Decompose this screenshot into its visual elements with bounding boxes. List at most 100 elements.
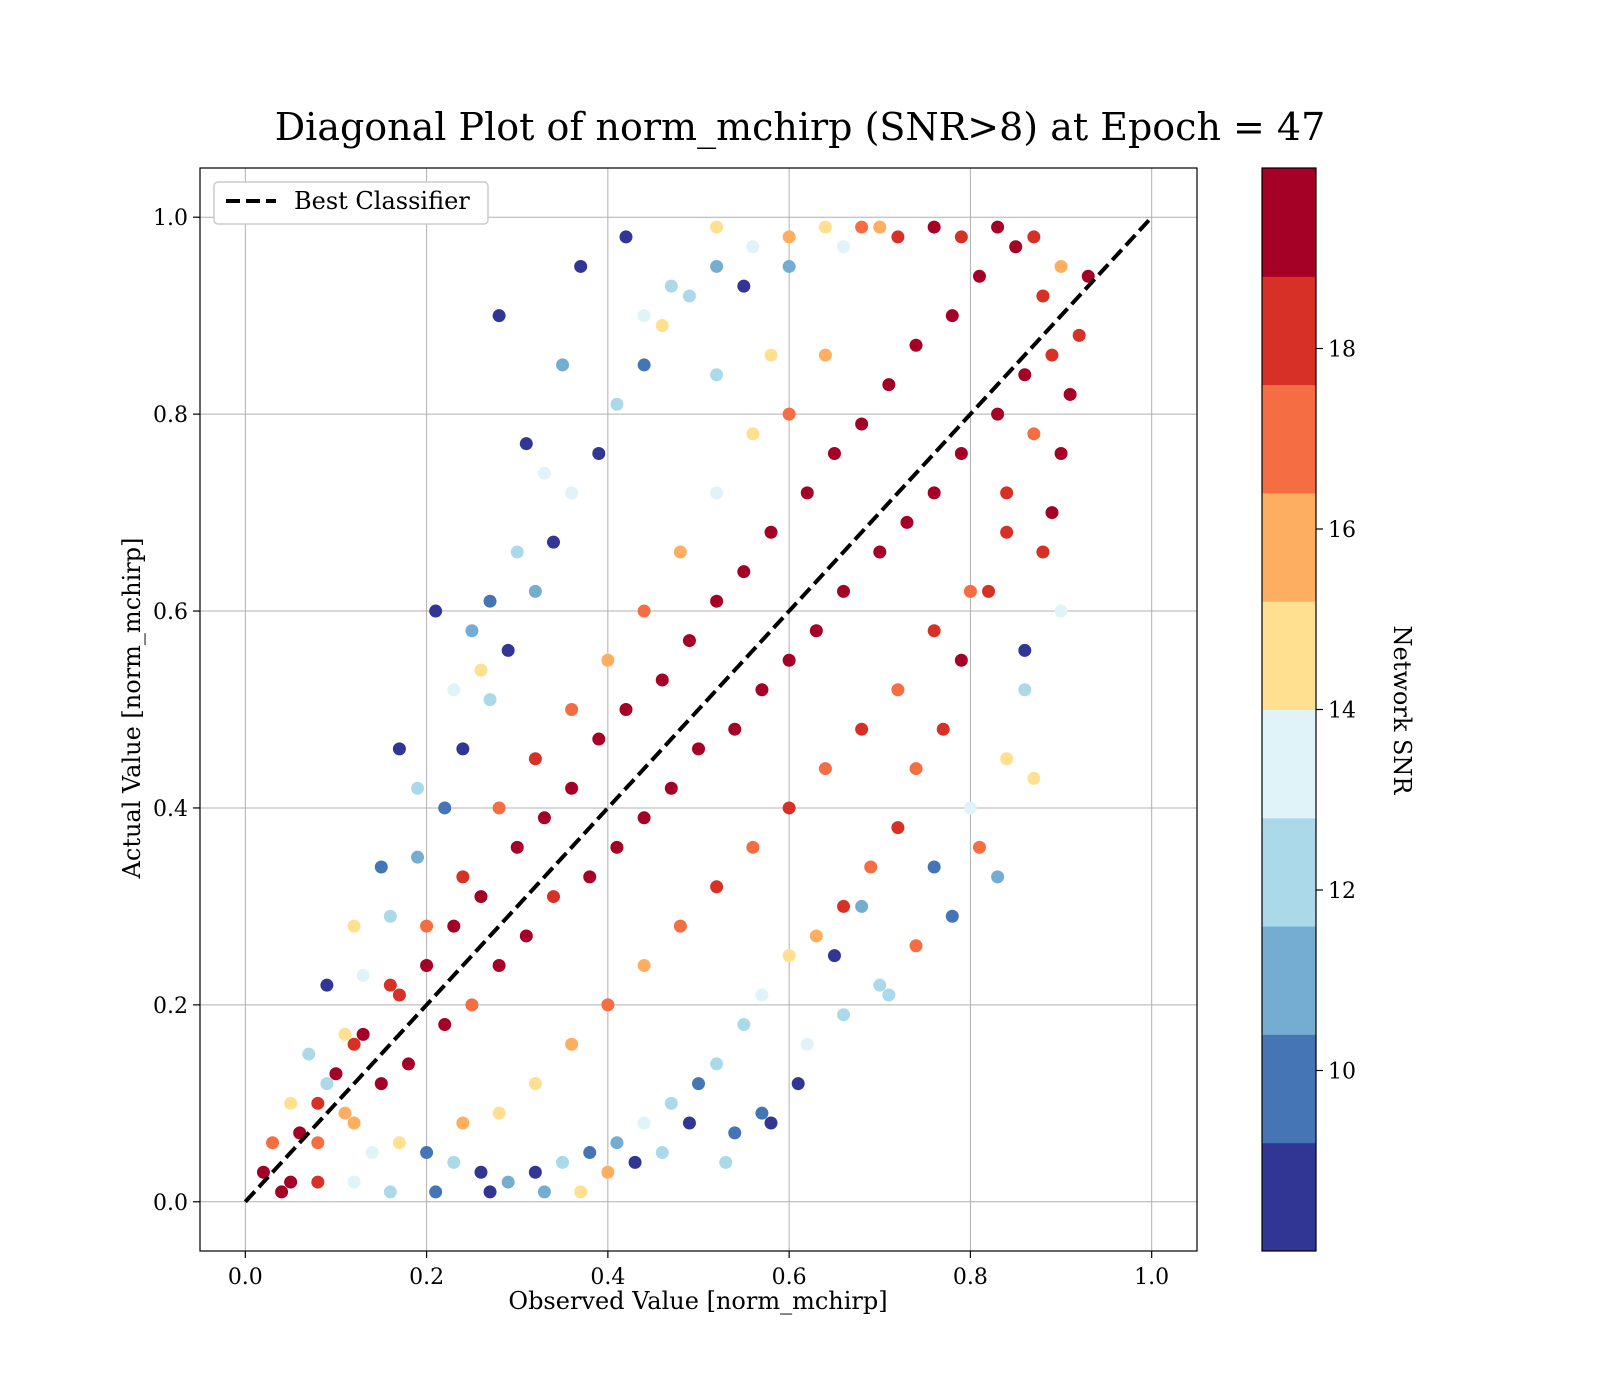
scatter-point	[692, 1077, 705, 1091]
x-axis-ticks: 0.0 0.2 0.4 0.6 0.8 1.0	[228, 1251, 1169, 1290]
scatter-point	[710, 486, 724, 500]
scatter-point	[873, 545, 887, 559]
scatter-point	[991, 220, 1005, 234]
x-tick-label: 0.6	[772, 1265, 807, 1290]
scatter-point	[782, 949, 796, 963]
scatter-point	[347, 919, 361, 933]
scatter-point	[528, 584, 542, 598]
x-tick-label: 0.8	[953, 1265, 988, 1290]
scatter-point	[465, 624, 479, 638]
scatter-point	[501, 643, 515, 657]
legend: Best Classifier	[213, 181, 489, 225]
scatter-point	[936, 722, 950, 736]
scatter-point	[356, 968, 370, 982]
scatter-point	[710, 220, 724, 234]
scatter-point	[447, 919, 461, 933]
scatter-point	[456, 742, 470, 756]
scatter-point	[655, 319, 669, 333]
scatter-point	[474, 663, 488, 677]
x-tick-label: 0.0	[228, 1265, 263, 1290]
scatter-point	[837, 240, 851, 254]
scatter-point	[682, 289, 696, 303]
scatter-point	[982, 584, 996, 598]
scatter-point	[764, 348, 778, 362]
scatter-point	[891, 683, 905, 697]
colorbar-tick-label: 10	[1328, 1060, 1356, 1085]
scatter-point	[420, 1146, 434, 1160]
scatter-point	[809, 929, 823, 943]
scatter-point	[275, 1185, 289, 1199]
scatter-point	[737, 1018, 751, 1032]
x-tick-label: 0.2	[409, 1265, 444, 1290]
grid-lines	[200, 168, 1197, 1251]
scatter-point	[411, 781, 425, 795]
scatter-point	[601, 653, 615, 667]
scatter-point	[474, 1165, 488, 1179]
scatter-point	[818, 762, 832, 776]
scatter-point	[565, 781, 579, 795]
colorbar-segment	[1262, 1142, 1316, 1252]
scatter-point	[746, 427, 760, 441]
scatter-point	[855, 220, 869, 234]
scatter-point	[991, 407, 1005, 421]
scatter-point	[1027, 230, 1041, 244]
scatter-point	[483, 594, 497, 608]
plot-area: 0.0 0.2 0.4 0.6 0.8 1.0 0.0 0.2 0.4 0.6 0.8 1.0	[153, 167, 1198, 1290]
scatter-point	[746, 840, 760, 854]
scatter-point	[284, 1175, 298, 1189]
scatter-point	[954, 653, 968, 667]
scatter-point	[782, 801, 796, 815]
scatter-point	[401, 1057, 415, 1071]
scatter-point	[537, 811, 551, 825]
y-tick-label: 0.0	[153, 1191, 188, 1216]
legend-label-best-classifier: Best Classifier	[294, 187, 470, 215]
scatter-point	[818, 348, 832, 362]
scatter-point	[891, 230, 905, 244]
scatter-point	[682, 1116, 696, 1130]
scatter-point	[528, 752, 542, 766]
scatter-point	[556, 358, 570, 372]
scatter-point	[764, 1116, 778, 1130]
scatter-point	[510, 545, 524, 559]
scatter-point	[619, 703, 633, 716]
scatter-point	[492, 309, 506, 323]
scatter-point	[447, 683, 461, 697]
y-tick-label: 0.6	[153, 600, 188, 625]
colorbar-segment	[1262, 601, 1316, 710]
y-tick-label: 0.8	[153, 403, 188, 428]
scatter-point	[311, 1175, 325, 1189]
scatter-point	[927, 220, 941, 234]
scatter-point	[483, 693, 497, 707]
colorbar-tick-label: 16	[1328, 518, 1356, 543]
scatter-point	[991, 870, 1005, 884]
scatter-point	[510, 840, 524, 854]
scatter-point	[438, 1018, 452, 1032]
scatter-point	[1036, 545, 1050, 559]
scatter-point	[565, 1037, 579, 1051]
scatter-point	[329, 1067, 343, 1081]
scatter-point	[873, 220, 887, 234]
scatter-point	[764, 525, 778, 539]
scatter-point	[755, 1106, 769, 1120]
scatter-point	[710, 368, 724, 382]
scatter-point	[909, 338, 923, 352]
colorbar-segment	[1262, 1034, 1316, 1144]
scatter-point	[619, 230, 633, 244]
scatter-point	[1054, 259, 1068, 273]
scatter-point	[664, 1096, 678, 1110]
scatter-point	[637, 604, 651, 618]
plot-frame	[199, 167, 1198, 1252]
scatter-point	[420, 919, 434, 933]
scatter-point	[1054, 447, 1068, 461]
scatter-point	[1018, 368, 1032, 382]
scatter-point	[320, 1077, 334, 1091]
best-classifier-line	[243, 215, 1154, 1204]
scatter-point	[447, 1155, 461, 1169]
scatter-point	[1081, 269, 1095, 283]
scatter-point	[800, 1037, 814, 1051]
scatter-point	[356, 1027, 370, 1041]
scatter-point	[972, 269, 986, 283]
scatter-point	[601, 998, 615, 1012]
x-tick-label: 1.0	[1134, 1265, 1169, 1290]
colorbar-segment	[1262, 926, 1316, 1035]
